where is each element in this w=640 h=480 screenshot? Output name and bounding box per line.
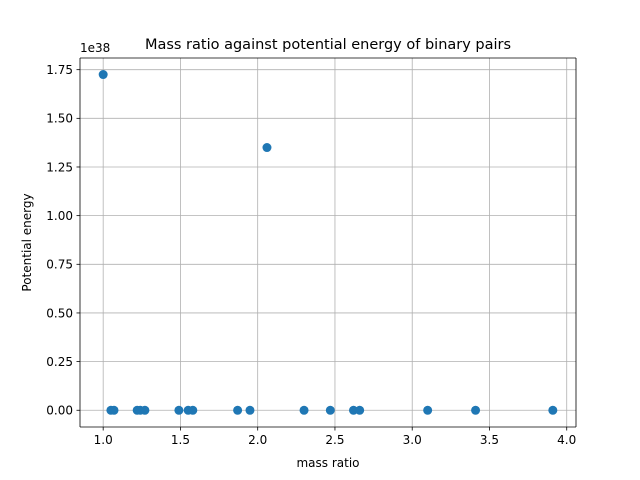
y-axis-title: Potential energy — [20, 193, 34, 291]
x-tick-label: 4.0 — [557, 433, 576, 447]
x-tick-label: 2.0 — [248, 433, 267, 447]
data-points — [98, 70, 558, 415]
data-point — [299, 405, 309, 415]
y-tick-label: 1.00 — [46, 209, 73, 223]
y-tick-label: 0.00 — [46, 404, 73, 418]
data-point — [98, 70, 108, 80]
data-point — [348, 405, 358, 415]
data-point — [233, 405, 243, 415]
axes-frame — [79, 57, 577, 428]
y-tick-label: 0.50 — [46, 306, 73, 320]
plot-area — [80, 58, 576, 427]
y-offset-text: 1e38 — [80, 41, 110, 55]
data-point — [262, 143, 272, 153]
x-tick-label: 1.5 — [171, 433, 190, 447]
x-tick-label: 3.5 — [480, 433, 499, 447]
chart-title: Mass ratio against potential energy of b… — [145, 37, 511, 53]
y-tick-label: 1.75 — [46, 63, 73, 77]
y-axis-ticks: 0.00 0.25 0.50 0.75 1.00 1.25 1.50 1.75 — [46, 63, 80, 418]
data-point — [188, 405, 198, 415]
data-point — [174, 405, 184, 415]
x-axis-ticks: 1.0 1.5 2.0 2.5 3.0 3.5 4.0 — [94, 427, 576, 447]
data-point — [109, 405, 119, 415]
y-tick-label: 0.75 — [46, 258, 73, 272]
grid-lines — [80, 58, 576, 427]
y-tick-label: 1.50 — [46, 112, 73, 126]
data-point — [548, 405, 558, 415]
data-point — [245, 405, 255, 415]
data-point — [325, 405, 335, 415]
y-tick-label: 1.25 — [46, 160, 73, 174]
x-tick-label: 3.0 — [403, 433, 422, 447]
x-tick-label: 2.5 — [325, 433, 344, 447]
data-point — [355, 405, 365, 415]
x-axis-title: mass ratio — [296, 456, 359, 470]
data-point — [423, 405, 433, 415]
y-tick-label: 0.25 — [46, 355, 73, 369]
data-point — [471, 405, 481, 415]
x-tick-label: 1.0 — [94, 433, 113, 447]
data-point — [140, 405, 150, 415]
